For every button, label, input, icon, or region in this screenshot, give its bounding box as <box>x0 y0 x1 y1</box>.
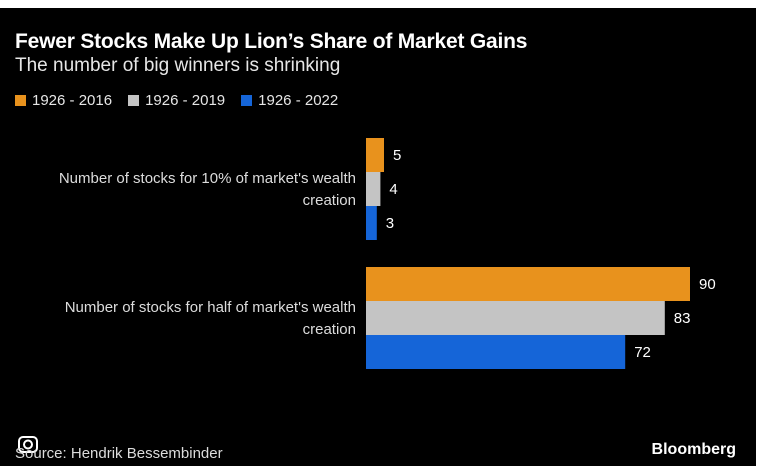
value-label: 3 <box>386 215 394 232</box>
chart-subtitle: The number of big winners is shrinking <box>15 55 341 76</box>
legend-swatch <box>15 95 26 106</box>
bar <box>366 206 377 240</box>
legend-label: 1926 - 2022 <box>258 92 339 109</box>
legend: 1926 - 2016 1926 - 2019 1926 - 2022 <box>15 92 338 109</box>
bar <box>366 138 384 172</box>
legend-swatch <box>241 95 253 106</box>
chart-title: Fewer Stocks Make Up Lion’s Share of Mar… <box>15 30 528 53</box>
top-border <box>0 0 762 8</box>
lens-icon[interactable] <box>17 433 39 455</box>
value-label: 5 <box>393 147 401 164</box>
category-label: Number of stocks for 10% of market's wea… <box>59 170 356 209</box>
value-label: 83 <box>674 310 691 327</box>
value-label: 4 <box>389 181 397 198</box>
legend-item: 1926 - 2016 <box>15 92 112 109</box>
bar <box>366 301 665 335</box>
legend-label: 1926 - 2016 <box>32 92 113 109</box>
legend-swatch <box>128 95 140 106</box>
right-border <box>756 0 762 466</box>
value-label: 90 <box>699 276 716 293</box>
bar <box>366 172 381 206</box>
source-note: Source: Hendrik Bessembinder <box>15 445 223 462</box>
legend-item: 1926 - 2022 <box>241 92 338 109</box>
legend-label: 1926 - 2019 <box>145 92 226 109</box>
bar <box>366 335 626 369</box>
bar <box>366 267 690 301</box>
category-label: Number of stocks for half of market's we… <box>65 299 356 338</box>
legend-item: 1926 - 2019 <box>128 92 225 109</box>
value-label: 72 <box>634 344 651 361</box>
bloomberg-logo: Bloomberg <box>651 441 736 458</box>
